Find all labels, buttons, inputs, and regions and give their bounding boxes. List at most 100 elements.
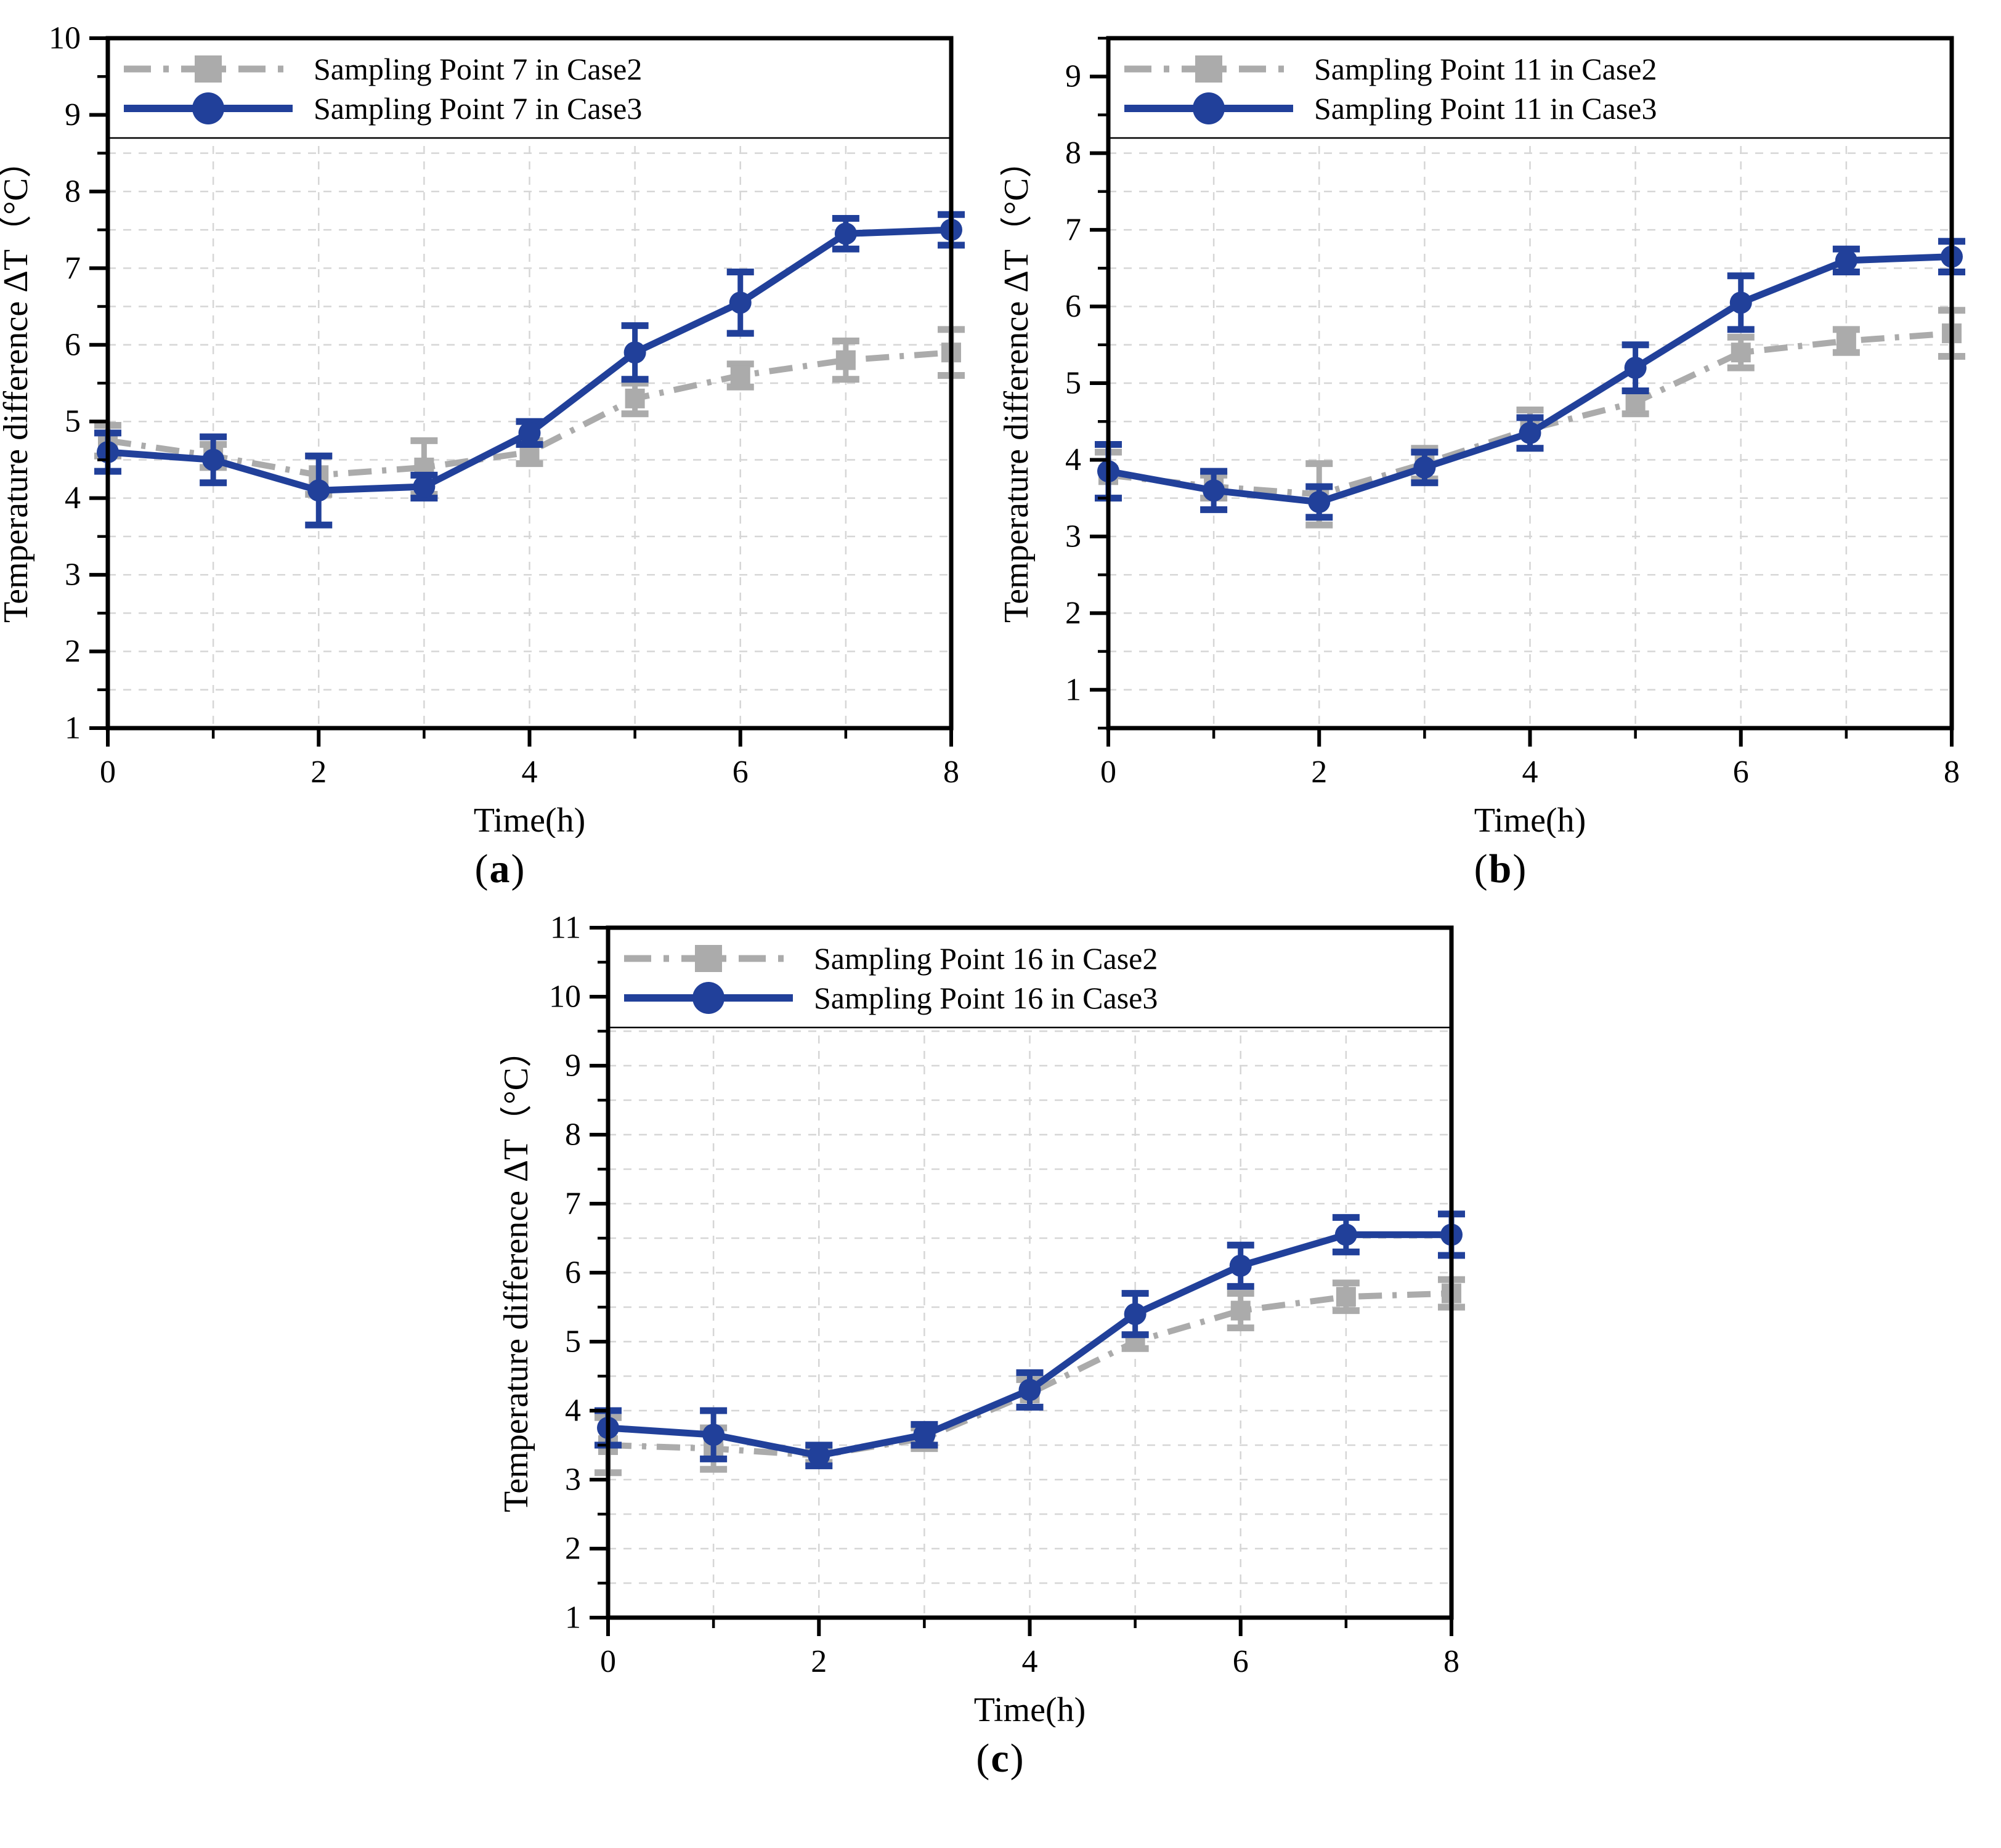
legend: Sampling Point 16 in Case2 Sampling Point… [607,926,1453,1029]
x-tick-label: 6 [1233,1644,1249,1679]
chart-a-canvas: Sampling Point 7 in Case2 Sampling Point … [0,21,965,838]
data-point-square [1836,331,1856,351]
legend-square-marker-icon [1195,55,1222,83]
x-tick-label: 6 [733,755,749,790]
caption-c-close: ) [1010,1736,1025,1781]
y-tick-label: 1 [1065,672,1081,707]
y-axis-title: Temperature difference ΔT（°C） [1000,144,1036,623]
chart-b-canvas: Sampling Point 11 in Case2 Sampling Point… [1000,36,1965,838]
y-axis-title: Temperature difference ΔT（°C） [0,144,35,623]
x-tick-label: 8 [943,755,959,790]
x-tick-label: 4 [1022,1644,1038,1679]
chart-c: Sampling Point 16 in Case2 Sampling Point… [500,890,1501,1779]
caption-b-letter: b [1488,846,1513,891]
x-tick-label: 8 [1443,1644,1459,1679]
y-tick-label: 8 [65,174,81,209]
y-tick-label: 5 [565,1324,581,1360]
caption-c-open: ( [976,1736,991,1781]
legend-box [1107,37,1953,139]
x-tick-label: 4 [522,755,538,790]
grid-lines [108,38,951,728]
legend-circle-marker-icon [692,982,724,1014]
y-axis-title: Temperature difference ΔT（°C） [500,1033,535,1512]
caption-a: (a) [475,849,526,890]
y-tick-label: 3 [1065,519,1081,554]
legend-square-marker-icon [195,55,222,83]
series-case3 [1095,238,1965,521]
y-tick-label: 2 [65,634,81,669]
data-point-circle [1124,1303,1147,1326]
data-point-circle [1229,1254,1252,1277]
data-point-circle [1334,1223,1357,1246]
y-tick-label: 9 [565,1048,581,1084]
y-tick-label: 4 [565,1393,581,1429]
legend-square-marker-icon [695,945,722,972]
y-tick-label: 7 [565,1186,581,1222]
data-point-circle [1413,456,1436,479]
y-tick-label: 11 [550,910,581,946]
data-point-circle [702,1424,725,1446]
data-point-square [1230,1300,1251,1321]
data-point-circle [1835,249,1857,272]
data-point-circle [1519,421,1541,444]
y-tick-label: 1 [65,711,81,746]
y-tick-label: 9 [1065,59,1081,94]
caption-c: (c) [976,1738,1025,1779]
y-tick-label: 1 [565,1600,581,1635]
y-tick-label: 3 [565,1462,581,1497]
legend-item-case2: Sampling Point 7 in Case2 [124,52,642,86]
x-tick-label: 0 [100,755,116,790]
data-point-square [1336,1287,1356,1307]
grid-lines [608,928,1451,1618]
data-point-square [1731,342,1751,363]
y-tick-label: 9 [65,97,81,132]
caption-b-close: ) [1512,846,1528,891]
y-tick-label: 10 [549,979,581,1015]
legend-label: Sampling Point 16 in Case2 [814,941,1158,976]
data-point-circle [202,448,225,471]
y-tick-label: 6 [565,1255,581,1291]
legend-item-case3: Sampling Point 16 in Case3 [624,981,1158,1015]
x-tick-label: 8 [1944,755,1960,790]
data-point-square [730,365,750,386]
y-tick-label: 7 [65,251,81,286]
data-point-circle [623,341,646,364]
y-tick-label: 2 [1065,596,1081,631]
caption-a-open: ( [474,846,490,891]
data-point-circle [413,476,436,498]
caption-b-open: ( [1474,846,1489,891]
x-tick-label: 2 [310,755,327,790]
data-point-circle [808,1444,830,1467]
data-point-circle [307,479,330,502]
axis-tick-labels: 0 2 4 6 8 1 2 3 4 5 6 7 8 9 10 [49,21,959,790]
grid-lines [1108,38,1952,728]
y-tick-label: 2 [565,1531,581,1566]
y-tick-label: 8 [1065,136,1081,171]
legend-label: Sampling Point 7 in Case2 [314,52,642,86]
chart-a: Sampling Point 7 in Case2 Sampling Point … [0,0,1000,890]
x-axis-title: Time(h) [1474,801,1586,838]
y-tick-label: 5 [1065,366,1081,401]
data-point-square [1625,392,1646,413]
x-axis-title: Time(h) [974,1691,1086,1727]
y-tick-label: 5 [65,404,81,439]
x-axis-title: Time(h) [474,801,586,838]
y-tick-label: 4 [65,480,81,516]
axis-ticks [89,36,953,747]
data-point-circle [518,421,541,444]
caption-b: (b) [1474,849,1528,890]
x-tick-label: 6 [1733,755,1749,790]
data-point-square [835,350,856,370]
data-point-square [625,388,645,408]
legend-item-case2: Sampling Point 11 in Case2 [1124,52,1657,86]
legend-label: Sampling Point 7 in Case3 [314,91,642,126]
axis-ticks [590,926,1453,1636]
data-point-circle [1203,479,1225,502]
legend-item-case2: Sampling Point 16 in Case2 [624,941,1158,976]
legend-circle-marker-icon [192,92,224,124]
caption-c-letter: c [991,1736,1010,1781]
data-point-circle [1624,357,1647,379]
chart-c-canvas: Sampling Point 16 in Case2 Sampling Point… [500,910,1465,1727]
axis-tick-labels: 0 2 4 6 8 1 2 3 4 5 6 7 8 9 10 11 [549,910,1459,1680]
